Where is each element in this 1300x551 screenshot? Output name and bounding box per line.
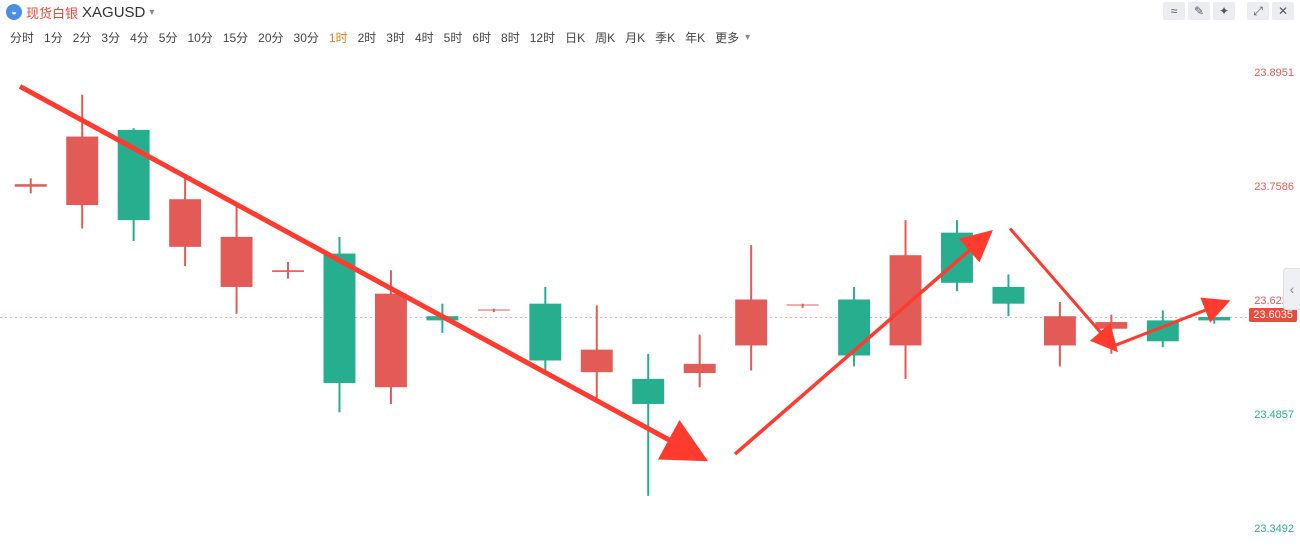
- toolbar-button-1[interactable]: ✎: [1188, 2, 1210, 20]
- right-expand-tab[interactable]: ‹: [1283, 268, 1300, 310]
- ticker-dropdown-icon[interactable]: ▾: [149, 7, 154, 18]
- timeframe-3时[interactable]: 3时: [386, 29, 405, 46]
- timeframe-5分[interactable]: 5分: [159, 29, 178, 46]
- timeframe-30分[interactable]: 30分: [294, 29, 319, 46]
- timeframe-年K[interactable]: 年K: [685, 29, 705, 46]
- y-axis-label: 23.7586: [1254, 181, 1294, 193]
- chart-area[interactable]: 23.895123.758623.622123.485723.3492 23.6…: [0, 48, 1300, 551]
- timeframe-月K[interactable]: 月K: [625, 29, 645, 46]
- chart-toolbar: ≈✎✦ ⤢✕: [1163, 2, 1294, 20]
- timeframe-分时[interactable]: 分时: [10, 29, 34, 46]
- timeframe-4时[interactable]: 4时: [415, 29, 434, 46]
- brand-badge: ◒: [6, 4, 22, 20]
- instrument-name[interactable]: 现货白银: [26, 3, 78, 22]
- y-axis-label: 23.4857: [1254, 409, 1294, 421]
- timeframe-20分[interactable]: 20分: [258, 29, 283, 46]
- toolbar-button-4[interactable]: ✕: [1272, 2, 1294, 20]
- timeframe-4分[interactable]: 4分: [130, 29, 149, 46]
- timeframe-2分[interactable]: 2分: [73, 29, 92, 46]
- timeframe-5时[interactable]: 5时: [444, 29, 463, 46]
- candlestick-chart: [0, 48, 1300, 551]
- toolbar-button-0[interactable]: ≈: [1163, 2, 1185, 20]
- timeframe-6时[interactable]: 6时: [472, 29, 491, 46]
- timeframe-10分[interactable]: 10分: [187, 29, 212, 46]
- timeframe-2时[interactable]: 2时: [358, 29, 377, 46]
- trend-arrow-0: [20, 86, 695, 454]
- last-price-tag: 23.6035: [1249, 308, 1297, 322]
- timeframe-3分[interactable]: 3分: [101, 29, 120, 46]
- y-axis-label: 23.3492: [1254, 523, 1294, 535]
- timeframe-更多[interactable]: 更多: [715, 29, 739, 46]
- timeframe-日K[interactable]: 日K: [565, 29, 585, 46]
- timeframe-12时[interactable]: 12时: [530, 29, 555, 46]
- timeframe-1分[interactable]: 1分: [44, 29, 63, 46]
- timeframe-季K[interactable]: 季K: [655, 29, 675, 46]
- timeframe-15分[interactable]: 15分: [223, 29, 248, 46]
- timeframe-周K[interactable]: 周K: [595, 29, 615, 46]
- y-axis-label: 23.8951: [1254, 67, 1294, 79]
- timeframe-8时[interactable]: 8时: [501, 29, 520, 46]
- trend-arrow-1: [735, 237, 985, 454]
- timeframe-1时[interactable]: 1时: [329, 29, 348, 46]
- timeframe-bar: 分时 1分 2分 3分 4分 5分 10分 15分 20分 30分 1时 2时 3时 4时 5时 6时 8时 12…: [0, 26, 1300, 48]
- timeframe-more-icon[interactable]: ▾: [745, 32, 750, 43]
- chart-header: ◒ 现货白银 XAGUSD ▾: [0, 0, 1300, 24]
- toolbar-button-3[interactable]: ⤢: [1247, 2, 1269, 20]
- ticker-symbol[interactable]: XAGUSD: [82, 4, 145, 21]
- toolbar-button-2[interactable]: ✦: [1213, 2, 1235, 20]
